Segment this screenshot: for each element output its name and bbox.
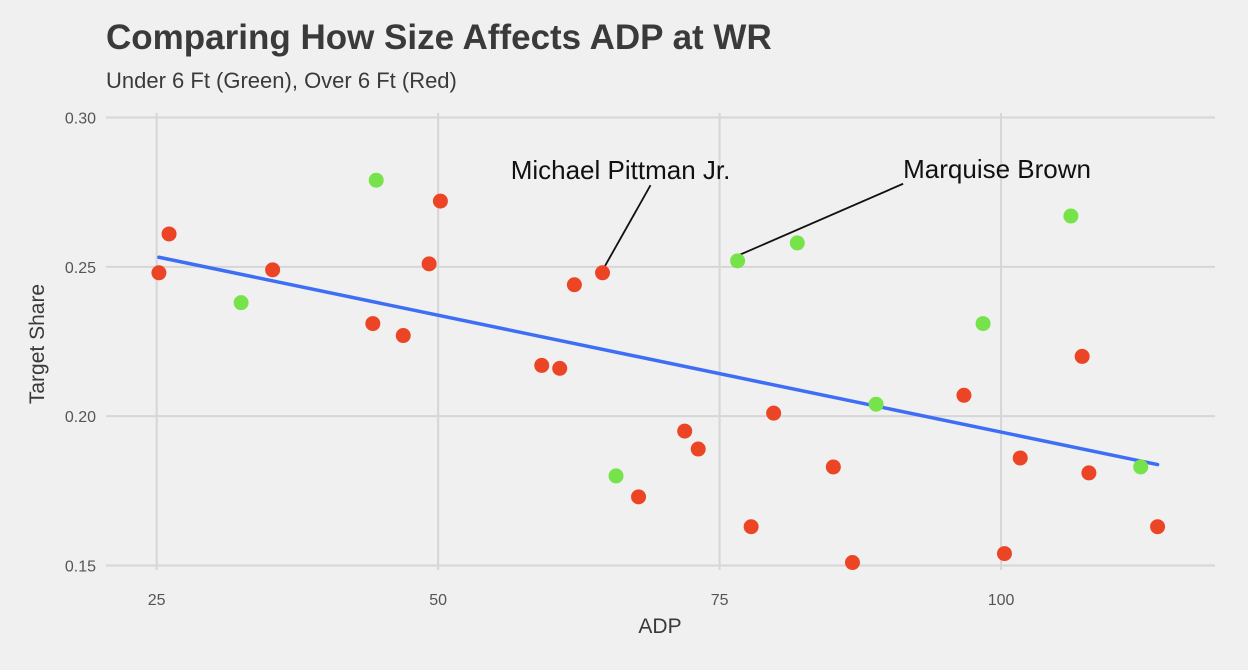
annotation-layer: Michael Pittman Jr. Marquise Brown <box>511 154 1091 268</box>
data-point-over-6ft <box>151 265 167 281</box>
data-point-over-6ft <box>265 262 281 278</box>
data-point-under-6ft <box>608 468 624 484</box>
point-layer <box>151 172 1166 571</box>
data-point-over-6ft <box>161 226 177 242</box>
data-point-over-6ft <box>844 555 860 571</box>
data-point-under-6ft <box>789 235 805 251</box>
chart-title: Comparing How Size Affects ADP at WR <box>106 18 772 57</box>
data-point-over-6ft <box>1012 450 1028 466</box>
trend-line-layer <box>157 255 1160 467</box>
data-point-over-6ft <box>743 519 759 535</box>
y-tick-label: 0.25 <box>65 260 96 277</box>
data-point-under-6ft <box>233 295 249 311</box>
y-tick-label: 0.30 <box>65 110 96 127</box>
data-point-over-6ft <box>1081 465 1097 481</box>
data-point-over-6ft <box>766 405 782 421</box>
data-point-under-6ft <box>1063 208 1079 224</box>
annotation-leader-line <box>739 182 904 256</box>
x-tick-label: 50 <box>429 592 447 609</box>
data-point-over-6ft <box>690 441 706 457</box>
data-point-over-6ft <box>432 193 448 209</box>
annotation-label: Marquise Brown <box>903 154 1091 184</box>
data-point-over-6ft <box>566 277 582 293</box>
x-tick-label: 100 <box>988 592 1015 609</box>
annotation-label: Michael Pittman Jr. <box>511 155 731 185</box>
data-point-under-6ft <box>975 316 991 332</box>
data-point-over-6ft <box>395 328 411 344</box>
data-point-over-6ft <box>631 489 647 505</box>
data-point-over-6ft <box>365 316 381 332</box>
data-point-over-6ft <box>996 546 1012 562</box>
data-point-over-6ft <box>595 265 611 281</box>
data-point-over-6ft <box>825 459 841 475</box>
trend-line <box>157 255 1160 467</box>
x-tick-label: 25 <box>148 592 166 609</box>
annotation-leader-line <box>603 184 652 268</box>
data-point-over-6ft <box>1074 348 1090 364</box>
y-axis-title: Target Share <box>26 284 49 404</box>
data-point-over-6ft <box>1150 519 1166 535</box>
x-axis-title: ADP <box>638 615 681 638</box>
data-point-under-6ft <box>868 396 884 412</box>
data-point-over-6ft <box>421 256 437 272</box>
y-tick-label: 0.15 <box>65 559 96 576</box>
y-tick-label: 0.20 <box>65 409 96 426</box>
data-point-over-6ft <box>552 360 568 376</box>
grid-lines <box>106 113 1215 570</box>
data-point-under-6ft <box>1133 459 1149 475</box>
axes: ADP Target Share 0.15 0.20 0.25 0.30 25 50 75 1… <box>26 110 1015 638</box>
data-point-over-6ft <box>677 423 693 439</box>
data-point-over-6ft <box>534 357 550 373</box>
data-point-under-6ft <box>730 253 746 269</box>
data-point-under-6ft <box>368 172 384 188</box>
chart-subtitle: Under 6 Ft (Green), Over 6 Ft (Red) <box>106 68 457 93</box>
x-tick-label: 75 <box>711 592 729 609</box>
data-point-over-6ft <box>956 387 972 403</box>
